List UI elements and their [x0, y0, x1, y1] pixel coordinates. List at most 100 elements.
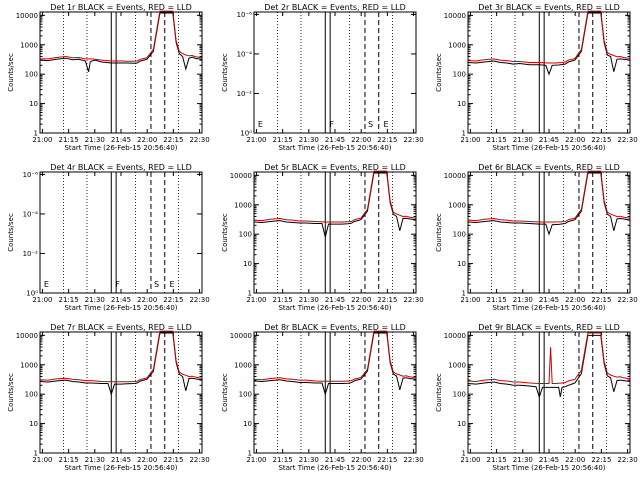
plot-frame: [467, 11, 631, 134]
y-axis-label: Counts/sec: [435, 53, 443, 92]
y-tick-label: 10: [457, 100, 466, 108]
series-line-events: [467, 172, 631, 236]
y-tick-label: 100: [25, 391, 38, 399]
x-tick-label: 21:30: [513, 136, 533, 144]
x-axis-label: Start Time (26-Feb-15 20:56:40): [278, 464, 391, 472]
x-tick-label: 21:45: [111, 296, 131, 304]
x-axis-label: Start Time (26-Feb-15 20:56:40): [64, 144, 177, 152]
y-tick-label: 10⁻²: [237, 90, 253, 98]
y-tick-label: 100: [453, 231, 466, 239]
event-marker-label: E: [383, 120, 388, 129]
y-tick-label: 10000: [230, 172, 252, 180]
x-axis-label: Start Time (26-Feb-15 20:56:40): [278, 304, 391, 312]
plot-frame: [467, 331, 631, 454]
panel-det-3: Det 3r BLACK = Events, RED = LLD 21:00 21:…: [435, 3, 638, 152]
x-axis-label: Start Time (26-Feb-15 20:56:40): [492, 304, 605, 312]
y-tick-label: 1000: [448, 41, 466, 49]
y-tick-label: 1000: [234, 201, 252, 209]
x-tick-label: 21:00: [460, 136, 480, 144]
x-tick-label: 21:15: [273, 456, 293, 464]
x-tick-label: 21:45: [539, 136, 559, 144]
x-tick-label: 21:45: [325, 136, 345, 144]
x-tick-label: 22:15: [377, 296, 397, 304]
y-tick-label: 10000: [444, 172, 466, 180]
x-tick-label: 21:45: [111, 456, 131, 464]
x-tick-label: 22:30: [617, 136, 637, 144]
series-line-lld: [253, 330, 417, 382]
x-tick-label: 21:15: [487, 296, 507, 304]
panel-title: Det 5r BLACK = Events, RED = LLD: [264, 163, 406, 172]
y-tick-label: 1000: [20, 41, 38, 49]
x-tick-label: 21:15: [59, 456, 79, 464]
x-tick-label: 21:00: [460, 296, 480, 304]
y-tick-label: 1: [462, 130, 466, 138]
x-tick-label: 22:30: [403, 296, 423, 304]
x-tick-label: 21:15: [487, 136, 507, 144]
y-tick-label: 100: [239, 391, 252, 399]
panel-det-4: Det 4r BLACK = Events, RED = LLD 21:00 21:…: [7, 163, 210, 312]
panel-title: Det 3r BLACK = Events, RED = LLD: [478, 3, 620, 12]
x-axis-label: Start Time (26-Feb-15 20:56:40): [64, 304, 177, 312]
x-tick-label: 22:15: [591, 136, 611, 144]
panel-title: Det 7r BLACK = Events, RED = LLD: [50, 323, 192, 332]
panel-det-2: Det 2r BLACK = Events, RED = LLD 21:00 21:…: [221, 3, 424, 152]
series-line-lld: [253, 170, 417, 223]
panel-title: Det 9r BLACK = Events, RED = LLD: [478, 323, 620, 332]
y-tick-label: 10000: [16, 12, 38, 20]
event-marker-label: F: [329, 120, 334, 129]
panel-det-9: Det 9r BLACK = Events, RED = LLD 21:00 21:…: [435, 323, 638, 472]
x-tick-label: 21:15: [59, 296, 79, 304]
event-marker-label: F: [115, 280, 120, 289]
y-tick-label: 1: [34, 130, 38, 138]
x-tick-label: 21:30: [299, 456, 319, 464]
y-tick-label: 10⁰: [240, 130, 252, 138]
series-line-lld: [40, 10, 203, 62]
x-tick-label: 22:00: [137, 456, 157, 464]
x-tick-label: 21:30: [85, 136, 105, 144]
plot-frame: [253, 331, 417, 454]
y-tick-label: 10000: [16, 332, 38, 340]
y-tick-label: 10000: [230, 332, 252, 340]
y-tick-label: 10⁻⁶: [23, 171, 39, 179]
series-line-events: [253, 172, 417, 238]
y-axis-label: Counts/sec: [435, 213, 443, 252]
y-axis-label: Counts/sec: [221, 53, 229, 92]
x-tick-label: 21:45: [111, 136, 131, 144]
x-tick-label: 21:30: [299, 136, 319, 144]
y-axis-label: Counts/sec: [7, 53, 15, 92]
x-tick-label: 21:00: [246, 136, 266, 144]
x-tick-label: 22:30: [403, 456, 423, 464]
x-tick-label: 22:30: [403, 136, 423, 144]
y-tick-label: 1000: [448, 201, 466, 209]
y-axis-label: Counts/sec: [7, 373, 15, 412]
series-line-lld: [39, 330, 203, 383]
x-tick-label: 22:00: [351, 456, 371, 464]
x-tick-label: 22:15: [377, 456, 397, 464]
y-tick-label: 10: [29, 420, 38, 428]
x-axis-label: Start Time (26-Feb-15 20:56:40): [278, 144, 391, 152]
panel-det-6: Det 6r BLACK = Events, RED = LLD 21:00 21:…: [435, 163, 638, 312]
plot-frame: [253, 171, 417, 294]
x-tick-label: 22:00: [565, 136, 585, 144]
y-tick-label: 10⁻⁶: [237, 11, 253, 19]
event-marker-label: S: [154, 280, 159, 289]
y-tick-label: 10: [457, 260, 466, 268]
x-tick-label: 21:15: [487, 456, 507, 464]
x-tick-label: 22:30: [617, 456, 637, 464]
event-marker-label: S: [368, 120, 373, 129]
series-line-lld: [467, 10, 631, 64]
panel-det-1: Det 1r BLACK = Events, RED = LLD 21:00 21:…: [7, 3, 210, 152]
y-tick-label: 1: [462, 290, 466, 298]
x-tick-label: 21:45: [325, 296, 345, 304]
x-tick-label: 21:15: [273, 136, 293, 144]
series-line-lld: [467, 170, 631, 223]
x-tick-label: 21:30: [513, 456, 533, 464]
x-tick-label: 21:30: [85, 456, 105, 464]
y-tick-label: 100: [25, 71, 38, 79]
x-tick-label: 21:15: [59, 136, 79, 144]
x-tick-label: 21:45: [539, 456, 559, 464]
x-tick-label: 22:30: [189, 456, 209, 464]
x-tick-label: 22:15: [377, 136, 397, 144]
panel-title: Det 4r BLACK = Events, RED = LLD: [50, 163, 192, 172]
